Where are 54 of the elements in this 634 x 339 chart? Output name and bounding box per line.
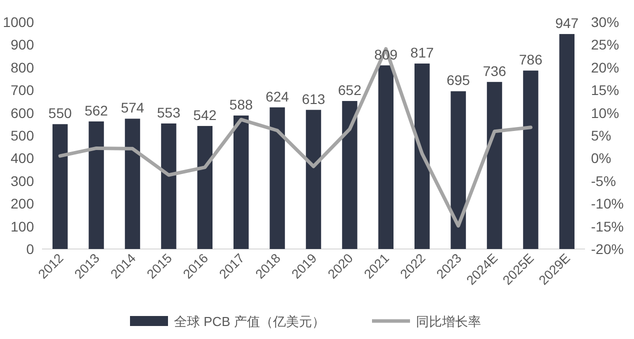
bar xyxy=(559,34,574,249)
bar xyxy=(234,116,249,249)
data-label: 613 xyxy=(302,90,326,107)
y-tick-label: 500 xyxy=(10,128,34,144)
bar xyxy=(342,100,358,249)
y2-tick-label: -20% xyxy=(591,241,624,257)
y2-tick-label: 30% xyxy=(591,14,620,30)
y2-tick-label: -5% xyxy=(591,172,616,189)
data-label: 542 xyxy=(193,106,217,123)
y-tick-label: 400 xyxy=(10,150,34,166)
legend-label: 全球 PCB 产值（亿美元） xyxy=(174,314,325,329)
data-label: 562 xyxy=(84,102,108,118)
data-label: 624 xyxy=(266,88,290,104)
bar xyxy=(197,126,212,249)
y-tick-label: 700 xyxy=(10,82,34,98)
bar xyxy=(88,121,104,249)
bar xyxy=(52,124,68,249)
data-label: 588 xyxy=(229,96,253,113)
bar xyxy=(450,91,466,249)
y2-tick-label: 20% xyxy=(591,59,620,76)
legend-label: 同比增长率 xyxy=(416,314,481,329)
data-label: 652 xyxy=(338,82,362,98)
data-label: 553 xyxy=(157,104,181,120)
data-label: 817 xyxy=(410,44,434,61)
data-label: 695 xyxy=(446,72,470,88)
y-tick-label: 300 xyxy=(10,172,34,189)
y-tick-label: 600 xyxy=(10,104,34,121)
y-tick-label: 800 xyxy=(10,59,34,76)
bar xyxy=(124,118,140,249)
y2-tick-label: 15% xyxy=(591,82,620,98)
bar xyxy=(486,82,502,249)
data-label: 736 xyxy=(482,62,506,79)
bar xyxy=(270,107,285,249)
data-label: 550 xyxy=(48,105,72,122)
data-label: 574 xyxy=(120,100,144,116)
data-label: 786 xyxy=(519,52,543,68)
y2-tick-label: -15% xyxy=(591,218,624,234)
bar xyxy=(378,65,394,249)
y-tick-label: 200 xyxy=(10,196,34,212)
data-label: 947 xyxy=(555,15,579,32)
y2-tick-label: 5% xyxy=(591,128,612,144)
y-tick-label: 900 xyxy=(10,36,34,53)
y2-tick-label: -10% xyxy=(591,196,624,212)
data-label: 809 xyxy=(374,46,398,62)
bar xyxy=(161,123,176,249)
bar xyxy=(414,64,430,249)
y-tick-label: 0 xyxy=(26,241,34,257)
y-tick-label: 1000 xyxy=(2,14,34,30)
bar xyxy=(306,110,322,249)
bar xyxy=(523,70,538,249)
y2-tick-label: 0% xyxy=(591,150,612,166)
y2-tick-label: 10% xyxy=(591,104,620,121)
y2-tick-label: 25% xyxy=(591,36,620,53)
y-tick-label: 100 xyxy=(10,218,34,234)
